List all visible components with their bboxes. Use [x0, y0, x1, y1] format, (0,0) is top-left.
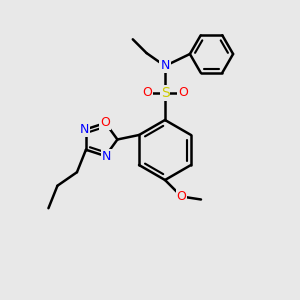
Text: N: N: [160, 59, 170, 73]
Text: O: O: [100, 116, 110, 130]
Text: O: O: [142, 86, 152, 100]
Text: S: S: [160, 86, 169, 100]
Text: O: O: [178, 86, 188, 100]
Text: N: N: [102, 149, 112, 163]
Text: O: O: [177, 190, 186, 203]
Text: N: N: [80, 123, 89, 136]
